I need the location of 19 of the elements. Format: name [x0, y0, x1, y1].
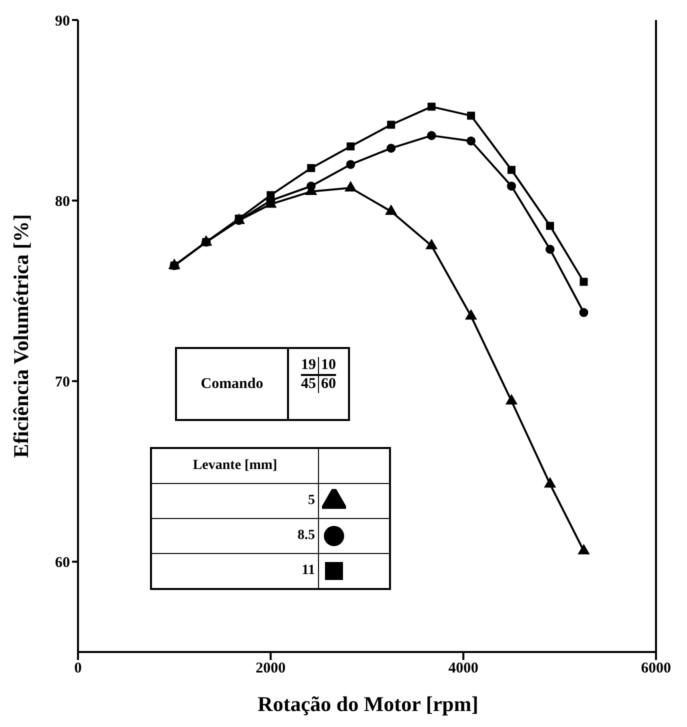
y-tick-label: 70 [55, 374, 70, 390]
annotation: 45 [301, 376, 319, 393]
x-axis-title: Rotação do Motor [rpm] [258, 692, 478, 716]
annotation: 19 [301, 357, 319, 374]
legend-label: 8.5 [298, 528, 315, 543]
legend-title: Levante [mm] [151, 448, 318, 484]
y-axis-title: Eficiência Volumétrica [%] [9, 214, 33, 458]
y-tick-label: 60 [55, 555, 70, 572]
y-tick-label: 90 [55, 13, 70, 30]
legend-label: 11 [302, 563, 315, 578]
legend-label: 5 [308, 493, 315, 508]
annotation: 10 [320, 357, 336, 374]
y-tick-label: 80 [55, 194, 70, 210]
x-tick-label: 0 [74, 660, 82, 677]
x-tick-label: 4000 [448, 660, 478, 677]
x-tick-label: 2000 [256, 660, 286, 677]
annotation: Comando [177, 349, 289, 419]
annotation: 60 [320, 376, 336, 393]
x-tick-label: 6000 [641, 660, 671, 677]
